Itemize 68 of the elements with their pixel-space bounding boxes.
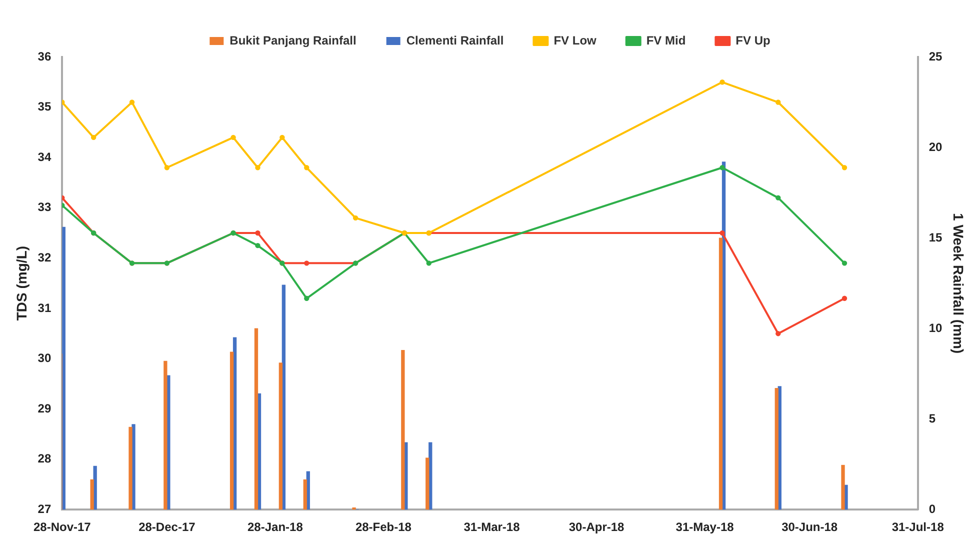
x-tick-label: 30-Apr-18 <box>568 520 625 534</box>
y2-tick-label: 10 <box>928 320 943 335</box>
point <box>426 260 432 266</box>
legend-label: FV Mid <box>646 33 686 48</box>
point <box>255 230 260 236</box>
point <box>842 260 848 266</box>
y-tick-label: 27 <box>38 502 52 516</box>
legend-label: FV Low <box>554 33 598 48</box>
point <box>776 330 781 336</box>
bar <box>254 328 258 510</box>
x-tick-label: 31-May-18 <box>676 520 734 534</box>
x-tick-label: 28-Feb-18 <box>355 520 412 534</box>
bar <box>128 426 132 510</box>
y-tick-label: 35 <box>38 100 52 114</box>
y-tick-label: 34 <box>38 150 52 164</box>
bar <box>774 388 778 510</box>
y-tick-label: 31 <box>38 300 52 315</box>
point <box>776 195 781 200</box>
x-tick-label: 31-Jul-18 <box>892 520 944 534</box>
y2-tick-label: 25 <box>928 49 943 64</box>
legend-label: FV Up <box>736 33 770 48</box>
bar <box>164 360 168 510</box>
bar <box>230 352 234 510</box>
y-tick-label: 32 <box>38 250 52 264</box>
y-tick-label: 28 <box>38 452 52 466</box>
point <box>842 165 848 170</box>
point <box>304 165 310 170</box>
point <box>776 100 781 105</box>
bar <box>718 238 723 510</box>
bar <box>426 458 430 510</box>
x-tick-label: 30-Jun-18 <box>782 520 838 534</box>
point <box>352 215 358 221</box>
x-tick-label: 28-Dec-17 <box>138 520 196 534</box>
legend-label: Bukit Panjang Rainfall <box>230 33 356 48</box>
y-tick-label: 36 <box>38 49 52 64</box>
point <box>842 296 848 301</box>
y-tick-label: 30 <box>38 351 52 366</box>
point <box>129 100 135 105</box>
point <box>304 296 310 301</box>
point <box>164 165 170 170</box>
point <box>90 134 96 140</box>
bar <box>352 507 356 510</box>
x-tick-label: 28-Nov-17 <box>33 520 92 534</box>
bar <box>62 226 66 510</box>
y2-tick-label: 0 <box>928 502 936 516</box>
point <box>304 260 310 266</box>
point <box>720 80 725 85</box>
point <box>255 242 260 248</box>
y2-axis-title: 1 Week Rainfall (mm) <box>950 213 967 354</box>
x-tick-label: 28-Jan-18 <box>248 520 304 534</box>
point <box>720 230 725 236</box>
bar <box>303 479 307 510</box>
point <box>280 134 285 140</box>
y2-tick-label: 20 <box>928 140 943 154</box>
bar <box>278 362 283 510</box>
y2-tick-label: 5 <box>928 411 936 426</box>
bar <box>401 350 405 510</box>
y-tick-label: 33 <box>38 200 52 214</box>
x-tick-label: 31-Mar-18 <box>464 520 520 534</box>
point <box>255 165 260 170</box>
point <box>230 134 236 140</box>
bar <box>90 479 94 510</box>
bar <box>841 464 845 510</box>
y-axis-title: TDS (mg/L) <box>13 246 30 321</box>
y2-tick-label: 15 <box>928 230 943 244</box>
legend-label: Clementi Rainfall <box>406 33 504 48</box>
point <box>720 165 725 170</box>
y-tick-label: 29 <box>38 401 52 416</box>
